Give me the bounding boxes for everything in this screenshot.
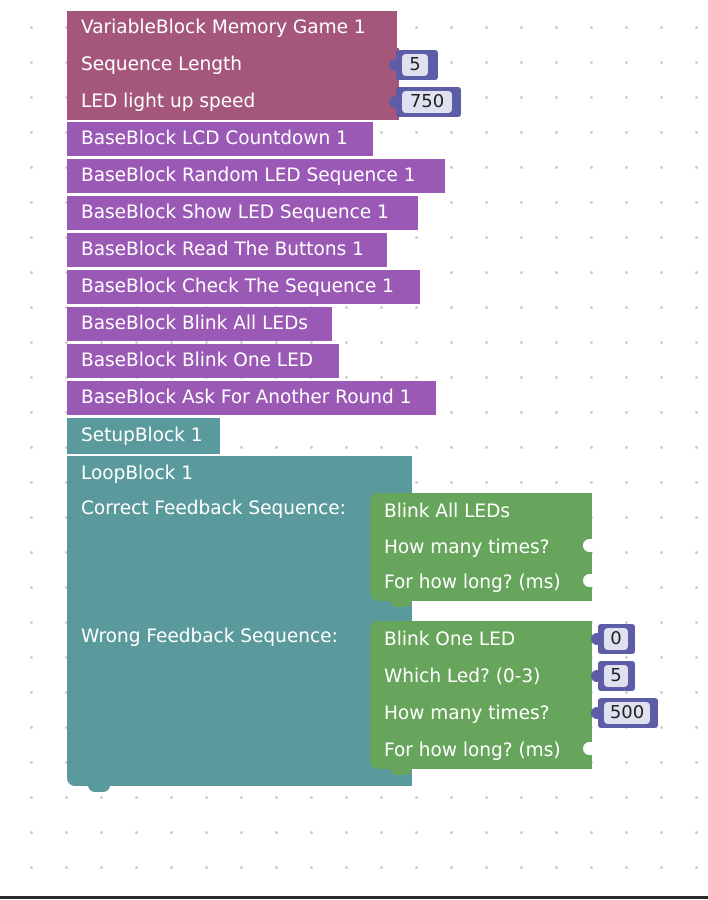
number-connector bbox=[591, 707, 599, 719]
blink-one-title: Blink One LED bbox=[384, 629, 516, 650]
loop-block-title: LoopBlock 1 bbox=[81, 463, 194, 484]
times-field[interactable]: 500 bbox=[604, 702, 650, 724]
workspace-bottom-border bbox=[0, 896, 708, 899]
variable-block-memory-game[interactable]: VariableBlock Memory Game 1 Sequence Len… bbox=[67, 11, 397, 120]
number-connector bbox=[389, 96, 397, 108]
baseblock-random-led-sequence[interactable]: BaseBlock Random LED Sequence 1 bbox=[67, 159, 445, 193]
blink-one-times-label: How many times? bbox=[384, 703, 550, 724]
setup-block-title: SetupBlock 1 bbox=[81, 425, 203, 446]
sequence-length-field[interactable]: 5 bbox=[402, 54, 428, 76]
block-label: BaseBlock Check The Sequence 1 bbox=[81, 276, 394, 297]
blink-all-times-label: How many times? bbox=[384, 537, 550, 558]
times-empty-input[interactable] bbox=[583, 539, 592, 552]
which-led-number-block[interactable]: 5 bbox=[591, 661, 635, 691]
setup-block[interactable]: SetupBlock 1 bbox=[67, 418, 220, 454]
number-connector bbox=[389, 59, 397, 71]
block-label: BaseBlock LCD Countdown 1 bbox=[81, 128, 348, 149]
led-speed-number-block[interactable]: 750 bbox=[389, 87, 461, 117]
sequence-length-label: Sequence Length bbox=[81, 54, 242, 75]
led-speed-field[interactable]: 750 bbox=[402, 91, 452, 113]
blink-all-bottom-tab bbox=[390, 600, 412, 607]
correct-feedback-label: Correct Feedback Sequence: bbox=[81, 498, 346, 519]
block-label: BaseBlock Show LED Sequence 1 bbox=[81, 202, 389, 223]
blink-one-value-field[interactable]: 0 bbox=[604, 628, 628, 650]
led-speed-label: LED light up speed bbox=[81, 91, 256, 112]
times-number-block[interactable]: 500 bbox=[591, 698, 658, 728]
blink-one-bottom-tab bbox=[390, 768, 412, 775]
blink-one-number-block[interactable]: 0 bbox=[591, 624, 635, 654]
duration-empty-input[interactable] bbox=[583, 574, 592, 587]
duration-empty-input[interactable] bbox=[583, 742, 592, 755]
block-label: BaseBlock Random LED Sequence 1 bbox=[81, 165, 416, 186]
loop-block-bottom-tab bbox=[88, 785, 110, 792]
number-connector bbox=[591, 670, 599, 682]
sequence-length-number-block[interactable]: 5 bbox=[389, 50, 438, 80]
blink-all-title: Blink All LEDs bbox=[384, 501, 510, 522]
baseblock-ask-for-another-round[interactable]: BaseBlock Ask For Another Round 1 bbox=[67, 381, 436, 415]
baseblock-read-the-buttons[interactable]: BaseBlock Read The Buttons 1 bbox=[67, 233, 387, 267]
blink-one-duration-label: For how long? (ms) bbox=[384, 740, 561, 761]
block-label: BaseBlock Read The Buttons 1 bbox=[81, 239, 364, 260]
block-label: BaseBlock Ask For Another Round 1 bbox=[81, 387, 412, 408]
wrong-feedback-label: Wrong Feedback Sequence: bbox=[81, 626, 338, 647]
which-led-field[interactable]: 5 bbox=[604, 665, 628, 687]
baseblock-show-led-sequence[interactable]: BaseBlock Show LED Sequence 1 bbox=[67, 196, 418, 230]
variable-block-title: VariableBlock Memory Game 1 bbox=[81, 17, 366, 38]
baseblock-lcd-countdown[interactable]: BaseBlock LCD Countdown 1 bbox=[67, 122, 373, 156]
block-label: BaseBlock Blink One LED bbox=[81, 350, 314, 371]
baseblock-check-the-sequence[interactable]: BaseBlock Check The Sequence 1 bbox=[67, 270, 420, 304]
blink-all-duration-label: For how long? (ms) bbox=[384, 572, 561, 593]
number-connector bbox=[591, 633, 599, 645]
which-led-label: Which Led? (0-3) bbox=[384, 666, 541, 687]
loop-block[interactable]: LoopBlock 1 Correct Feedback Sequence: W… bbox=[67, 456, 412, 786]
baseblock-blink-all-leds[interactable]: BaseBlock Blink All LEDs bbox=[67, 307, 332, 341]
blink-one-led-block[interactable]: Blink One LED Which Led? (0-3) How many … bbox=[370, 621, 592, 769]
block-label: BaseBlock Blink All LEDs bbox=[81, 313, 308, 334]
blink-all-leds-block[interactable]: Blink All LEDs How many times? For how l… bbox=[370, 493, 592, 601]
baseblock-blink-one-led[interactable]: BaseBlock Blink One LED bbox=[67, 344, 339, 378]
